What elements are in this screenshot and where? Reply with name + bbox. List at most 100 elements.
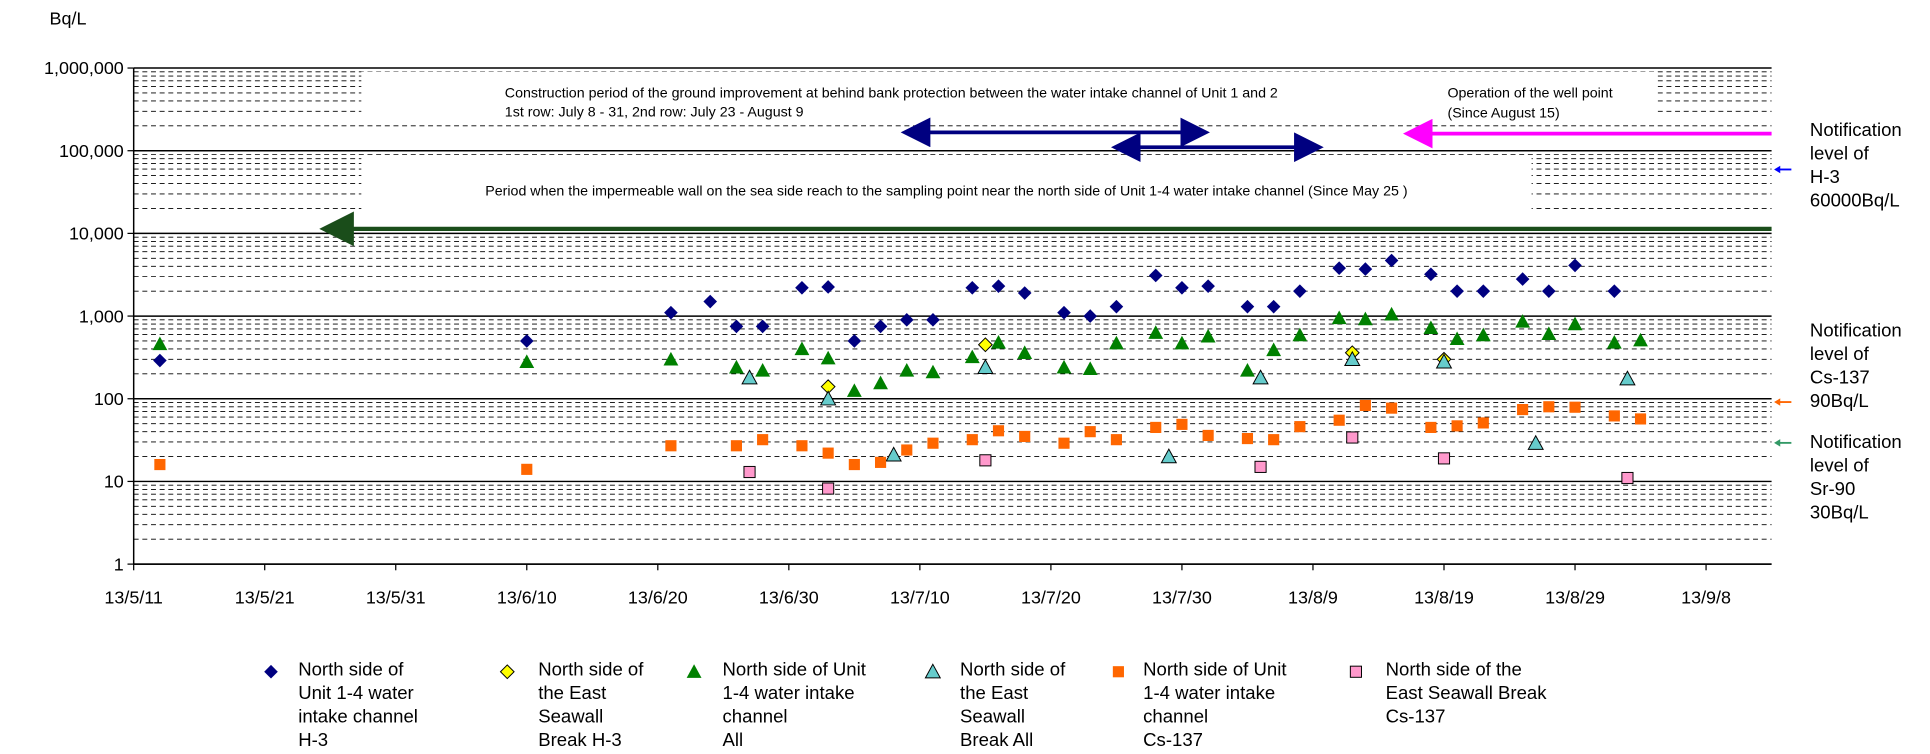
notification-label-text: Notification level of Cs-137 90Bq/L	[1809, 320, 1902, 412]
triangle-marker	[1541, 326, 1557, 341]
triangle-marker	[755, 363, 771, 377]
square-marker	[1019, 430, 1031, 443]
triangle-marker	[1148, 325, 1164, 339]
diamond-marker	[664, 305, 678, 320]
triangle-marker	[1108, 335, 1124, 350]
diamond-marker	[1384, 253, 1399, 268]
diamond-marker	[821, 280, 835, 294]
diamond-marker	[991, 279, 1006, 293]
marks	[152, 253, 1648, 495]
diamond-marker	[926, 313, 940, 327]
diamond-marker	[847, 334, 862, 348]
square-marker	[1359, 399, 1371, 412]
legend-label-text: North side of the East Seawall Break All	[960, 659, 1066, 751]
square-marker	[1517, 403, 1529, 416]
triangle-marker	[1384, 306, 1400, 321]
y-tick-label: 1,000,000	[44, 58, 124, 78]
square-marker	[1477, 417, 1489, 429]
y-tick-label: 1,000	[79, 306, 124, 326]
triangle-marker	[819, 390, 837, 406]
legend-label: North side of the East Seawall Break Cs-…	[1385, 659, 1547, 728]
triangle-marker	[1357, 311, 1373, 326]
square-marker	[1451, 420, 1463, 432]
triangle-marker	[1527, 434, 1544, 450]
square-marker	[822, 482, 835, 495]
square-marker	[1202, 429, 1214, 442]
square-marker	[992, 425, 1005, 437]
legend-label-text: North side of the East Seawall Break H-3	[538, 659, 644, 751]
diamond-marker	[965, 280, 980, 295]
square-marker	[1084, 426, 1096, 438]
annotation-text: (Since August 15)	[1447, 106, 1559, 122]
diamond-marker	[1175, 280, 1189, 295]
y-tick-label: 10	[104, 472, 124, 492]
notification-label-text: Notification level of Sr-90 30Bq/L	[1809, 431, 1902, 524]
notification-pointer	[1774, 398, 1781, 406]
square-marker	[1437, 452, 1451, 465]
triangle-marker	[885, 446, 902, 462]
x-tick-label: 13/9/8	[1681, 588, 1731, 608]
diamond-marker	[729, 319, 744, 334]
square-marker	[1346, 431, 1359, 444]
diamond-marker	[1109, 299, 1124, 314]
square-marker	[1608, 410, 1620, 422]
notification-pointer	[1774, 439, 1781, 447]
x-tick-label: 13/8/29	[1545, 588, 1605, 608]
triangle-marker	[1017, 345, 1033, 359]
legend-label: North side of the East Seawall Break H-3	[538, 659, 644, 751]
square-marker	[743, 465, 756, 479]
x-tick-label: 13/8/19	[1414, 588, 1474, 608]
y-tick-label: 100	[94, 389, 124, 409]
x-tick-label: 13/7/30	[1152, 588, 1212, 608]
triangle-marker	[925, 364, 941, 379]
y-tick-label: 10,000	[69, 224, 124, 244]
diamond-marker	[519, 334, 534, 348]
triangle-marker	[1082, 361, 1098, 376]
square-marker	[1294, 421, 1306, 433]
square-marker	[848, 458, 860, 471]
x-tick-label: 13/7/20	[1021, 588, 1081, 608]
diamond-marker	[153, 353, 167, 368]
legend-label-text: North side of Unit 1-4 water intake chan…	[722, 659, 866, 751]
diamond-marker	[1476, 284, 1491, 298]
notification-label: Notification level of Cs-137 90Bq/L	[1809, 320, 1902, 412]
diamond-marker	[1201, 279, 1215, 293]
y-unit: Bq/L	[50, 9, 87, 29]
square-marker	[1110, 434, 1122, 446]
notification-label: Notification level of Sr-90 30Bq/L	[1809, 431, 1902, 524]
annotation-text: Period when the impermeable wall on the …	[485, 183, 1407, 199]
triangle-marker	[873, 375, 888, 390]
triangle-marker	[1567, 316, 1583, 331]
square-marker	[730, 440, 742, 452]
triangle-marker	[152, 336, 168, 351]
diamond-marker	[1450, 284, 1464, 298]
triangle-marker	[899, 363, 915, 377]
diamond-marker	[1266, 299, 1281, 314]
diamond-marker	[1515, 272, 1530, 286]
square-marker	[874, 456, 887, 468]
annotation-text: Operation of the well point	[1447, 86, 1612, 102]
legend-label-text: North side of the East Seawall Break Cs-…	[1385, 659, 1547, 728]
triangle-marker	[1200, 328, 1216, 343]
y-tick-label: 100,000	[59, 141, 124, 161]
square-marker	[1150, 421, 1162, 433]
triangle-marker	[1160, 448, 1178, 464]
triangle-marker	[820, 350, 836, 365]
triangle-marker	[1266, 342, 1282, 357]
x-tick-label: 13/6/30	[759, 588, 819, 608]
annotation-text: Construction period of the ground improv…	[505, 86, 1278, 102]
diamond-marker	[1568, 258, 1582, 273]
square-marker	[521, 463, 533, 475]
triangle-marker	[977, 358, 994, 374]
square-marker	[927, 437, 939, 449]
legend-label: North side of Unit 1-4 water intake chan…	[1143, 659, 1286, 751]
x-tick-label: 13/6/20	[628, 588, 688, 608]
diamond-marker	[1017, 286, 1032, 300]
triangle-marker	[1423, 320, 1439, 335]
diamond-marker	[1240, 299, 1255, 314]
square-marker	[1058, 437, 1070, 449]
annotation-box	[1422, 71, 1658, 125]
x-tick-label: 13/5/21	[235, 588, 295, 608]
